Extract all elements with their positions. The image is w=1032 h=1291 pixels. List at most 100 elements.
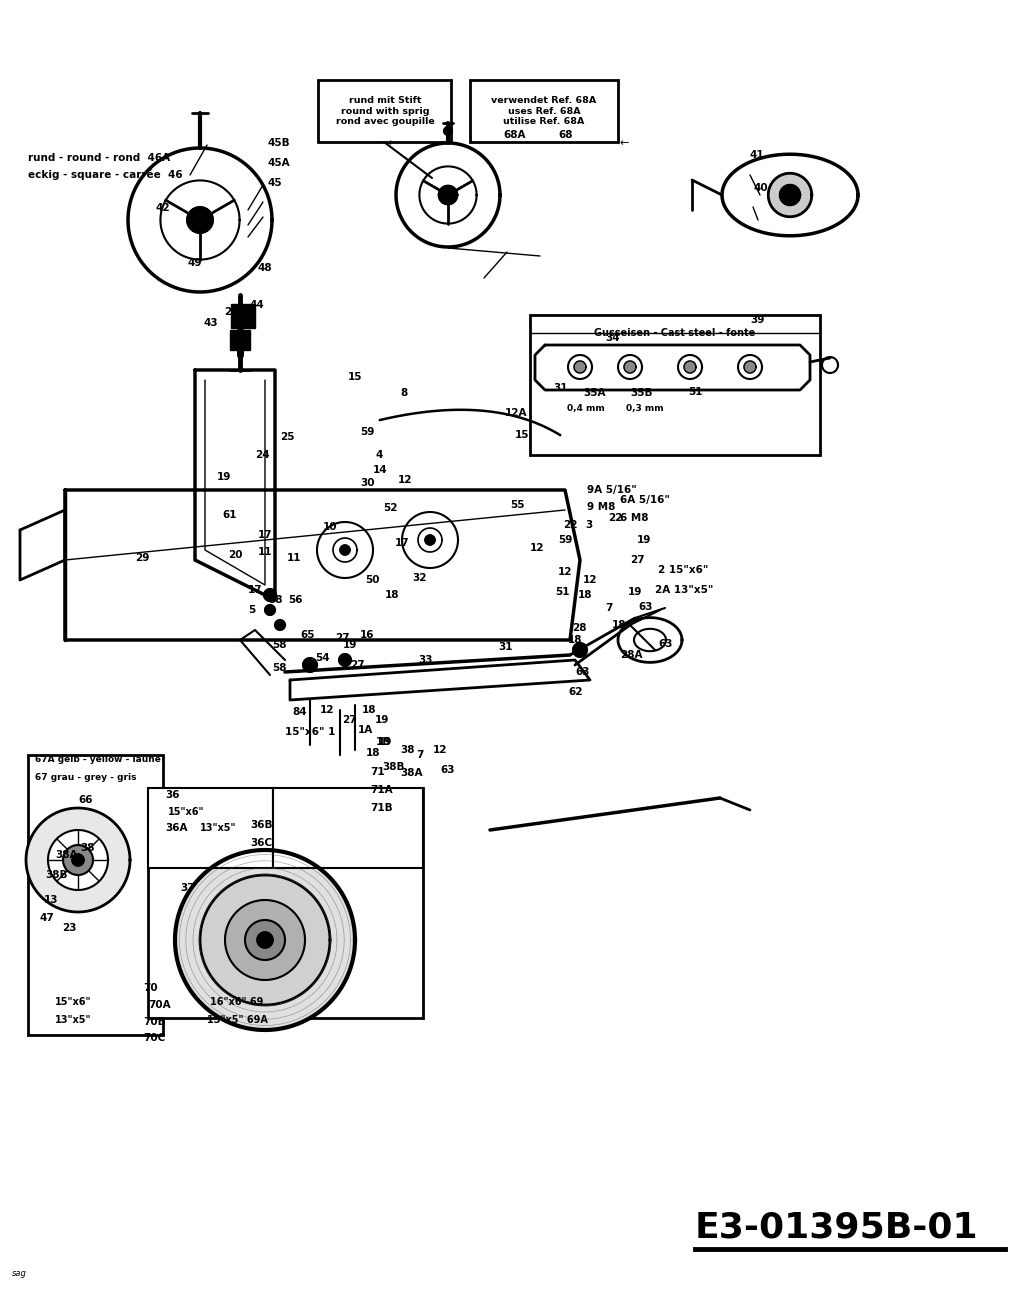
Text: 2 15"x6": 2 15"x6": [658, 565, 708, 574]
Text: 18: 18: [578, 590, 592, 600]
Text: 22: 22: [563, 520, 578, 531]
Text: 67A gelb - yellow - laune: 67A gelb - yellow - laune: [35, 755, 161, 764]
Text: 37: 37: [180, 883, 195, 893]
Text: 30: 30: [360, 478, 375, 488]
Text: 13"x5": 13"x5": [55, 1015, 92, 1025]
Text: 67 grau - grey - gris: 67 grau - grey - gris: [35, 773, 136, 782]
Text: 18: 18: [385, 590, 399, 600]
Text: 51: 51: [688, 387, 703, 398]
Polygon shape: [225, 900, 305, 980]
Polygon shape: [444, 127, 452, 136]
Text: 71: 71: [370, 767, 385, 777]
Text: 0,3 mm: 0,3 mm: [626, 404, 664, 413]
Text: 29: 29: [135, 553, 150, 563]
Polygon shape: [257, 932, 273, 948]
Polygon shape: [618, 355, 642, 380]
Bar: [28, 755, 163, 1035]
Text: 45: 45: [267, 178, 282, 188]
Text: 58: 58: [268, 595, 283, 605]
Text: 9 M8: 9 M8: [587, 502, 615, 513]
Text: 20: 20: [228, 550, 243, 560]
Text: 68: 68: [558, 130, 573, 139]
Text: 18: 18: [568, 635, 582, 646]
Polygon shape: [200, 875, 330, 1004]
Text: 47: 47: [40, 913, 55, 923]
Text: 55: 55: [510, 500, 524, 510]
Text: 36C: 36C: [250, 838, 272, 848]
Text: rund - round - rond  46A: rund - round - rond 46A: [28, 154, 170, 163]
Text: 1B: 1B: [376, 737, 391, 747]
Text: 63: 63: [575, 667, 589, 676]
Text: 6 M8: 6 M8: [620, 513, 648, 523]
Text: ←: ←: [620, 138, 630, 148]
Text: 13: 13: [44, 895, 59, 905]
Polygon shape: [425, 534, 436, 545]
Text: 5: 5: [248, 605, 255, 615]
Text: 31: 31: [498, 642, 513, 652]
Text: 28A: 28A: [620, 649, 643, 660]
Text: 63: 63: [638, 602, 652, 612]
Polygon shape: [49, 830, 108, 889]
Text: 13"x5" 69A: 13"x5" 69A: [207, 1015, 268, 1025]
Polygon shape: [265, 605, 275, 615]
Text: 66: 66: [78, 795, 93, 806]
Bar: [231, 303, 255, 328]
Text: 65: 65: [300, 630, 315, 640]
Text: 16: 16: [360, 630, 375, 640]
Polygon shape: [738, 355, 762, 380]
Bar: [530, 315, 820, 454]
Bar: [470, 80, 618, 142]
Polygon shape: [72, 855, 84, 866]
Text: 45B: 45B: [267, 138, 290, 148]
Text: 12: 12: [320, 705, 334, 715]
Text: 19: 19: [375, 715, 389, 726]
Polygon shape: [744, 361, 756, 373]
Text: 31: 31: [553, 383, 568, 392]
Text: 4: 4: [375, 451, 383, 460]
Text: 11: 11: [287, 553, 301, 563]
Text: 27: 27: [335, 633, 350, 643]
Text: 33: 33: [418, 655, 432, 665]
Text: 11: 11: [258, 547, 272, 556]
Text: 16"x6" 69: 16"x6" 69: [209, 997, 263, 1007]
Text: 38A: 38A: [55, 849, 77, 860]
Text: 19: 19: [628, 587, 642, 596]
Text: 19: 19: [343, 640, 357, 649]
Polygon shape: [303, 658, 317, 673]
Text: 12: 12: [433, 745, 448, 755]
Bar: [148, 788, 273, 868]
Polygon shape: [573, 643, 587, 657]
Text: 27: 27: [350, 660, 364, 670]
Text: 15"x6": 15"x6": [55, 997, 92, 1007]
Text: 14: 14: [373, 465, 388, 475]
Text: verwendet Ref. 68A
uses Ref. 68A
utilise Ref. 68A: verwendet Ref. 68A uses Ref. 68A utilise…: [491, 96, 596, 127]
Bar: [148, 788, 423, 1019]
Text: E3-01395B-01: E3-01395B-01: [695, 1211, 978, 1245]
Text: sag: sag: [12, 1269, 27, 1278]
Text: 40: 40: [753, 183, 768, 192]
Polygon shape: [175, 849, 355, 1030]
Text: 10: 10: [323, 522, 337, 532]
Text: 52: 52: [383, 503, 397, 513]
Polygon shape: [574, 361, 586, 373]
Text: 71A: 71A: [370, 785, 392, 795]
Text: 50: 50: [365, 574, 380, 585]
Text: 3: 3: [585, 520, 592, 531]
Text: 23: 23: [62, 923, 76, 933]
Bar: [273, 788, 423, 868]
Text: 7: 7: [605, 603, 612, 613]
Text: 68A: 68A: [503, 130, 525, 139]
Text: 35A: 35A: [583, 389, 606, 398]
Text: 19: 19: [217, 473, 231, 482]
Text: 17: 17: [258, 531, 272, 540]
Text: 18: 18: [612, 620, 626, 630]
Polygon shape: [26, 808, 130, 911]
Text: 18: 18: [362, 705, 377, 715]
Text: 84: 84: [292, 707, 307, 717]
Polygon shape: [264, 589, 276, 602]
Text: 70B: 70B: [143, 1017, 165, 1028]
Text: 56: 56: [288, 595, 302, 605]
Text: 9A 5/16": 9A 5/16": [587, 485, 637, 494]
Text: 12: 12: [530, 544, 545, 553]
Text: 15: 15: [515, 430, 529, 440]
